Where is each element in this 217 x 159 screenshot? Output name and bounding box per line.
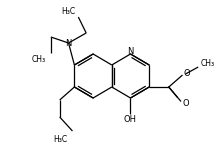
Text: H₃C: H₃C: [54, 135, 68, 144]
Text: CH₃: CH₃: [32, 55, 46, 63]
Text: CH₃: CH₃: [200, 59, 214, 69]
Text: O: O: [182, 98, 189, 107]
Text: H₃C: H₃C: [61, 7, 75, 15]
Text: N: N: [65, 38, 72, 48]
Text: N: N: [127, 46, 134, 55]
Text: OH: OH: [124, 114, 137, 124]
Text: O: O: [184, 69, 190, 77]
